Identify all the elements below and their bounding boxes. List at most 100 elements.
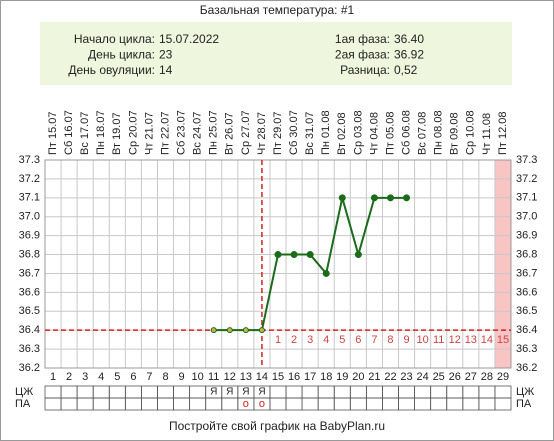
y-tick-label-right: 37.0 <box>516 211 537 223</box>
x-tick-label: 21 <box>368 371 380 383</box>
y-tick-label: 36.5 <box>19 305 40 317</box>
x-tick-label: 28 <box>481 371 493 383</box>
date-label: Вт 09.08 <box>449 112 461 155</box>
y-tick-label: 36.2 <box>19 362 40 374</box>
table-label-right: ЦЖ <box>516 386 534 398</box>
date-label: Ср 27.07 <box>240 110 252 155</box>
x-tick-label: 22 <box>384 371 396 383</box>
info-label: 1ая фаза: <box>335 32 390 46</box>
plot-border <box>44 159 512 369</box>
table-label: ПА <box>15 398 31 410</box>
date-label: Пн 01.08 <box>320 110 332 155</box>
point <box>290 251 298 259</box>
x-tick-label: 23 <box>400 371 412 383</box>
phase2-day: 7 <box>371 334 377 346</box>
highlight-band <box>494 160 511 368</box>
y-tick-label-right: 36.8 <box>516 248 537 260</box>
date-label: Сб 16.07 <box>63 110 75 155</box>
info-value: 14 <box>159 63 173 77</box>
table-mark: Я <box>226 387 233 398</box>
date-label: Пт 22.07 <box>159 111 171 155</box>
x-tick-label: 4 <box>98 371 104 383</box>
phase2-day: 10 <box>416 334 428 346</box>
date-label: Вс 31.07 <box>304 112 316 155</box>
date-label: Ср 03.08 <box>352 110 364 155</box>
x-tick-label: 7 <box>146 371 152 383</box>
table-mark: Я <box>210 387 217 398</box>
y-tick-label-right: 36.9 <box>516 230 537 242</box>
x-tick-label: 24 <box>416 371 428 383</box>
date-label: Пн 08.08 <box>433 110 445 155</box>
y-tick-label-right: 37.2 <box>516 173 537 185</box>
date-label: Сб 23.07 <box>175 110 187 155</box>
y-tick-label: 37.1 <box>19 192 40 204</box>
info-value: 36.40 <box>394 32 424 46</box>
x-tick-label: 10 <box>192 371 204 383</box>
point <box>370 194 378 202</box>
table-mark: Я <box>242 387 249 398</box>
date-label: Чт 21.07 <box>143 112 155 155</box>
table-cell <box>494 397 512 411</box>
info-label: Разница: <box>340 63 390 77</box>
y-tick-label: 36.9 <box>19 230 40 242</box>
y-tick-label: 36.4 <box>19 324 40 336</box>
date-label: Вс 07.08 <box>417 112 429 155</box>
x-tick-label: 20 <box>352 371 364 383</box>
info-label: 2ая фаза: <box>335 48 390 62</box>
x-tick-label: 3 <box>82 371 88 383</box>
point <box>226 327 233 334</box>
y-tick-label: 36.6 <box>19 286 40 298</box>
date-label: Вс 24.07 <box>192 112 204 155</box>
chart-title: Базальная температура: #1 <box>200 3 355 17</box>
y-tick-label-right: 37.1 <box>516 192 537 204</box>
x-tick-label: 25 <box>433 371 445 383</box>
phase2-day: 9 <box>403 334 409 346</box>
footer: Постройте свой график на BabyPlan.ru <box>169 419 385 433</box>
y-tick-label: 36.3 <box>19 343 40 355</box>
date-label: Пт 05.08 <box>384 111 396 155</box>
phase2-day: 4 <box>323 334 329 346</box>
table-mark: о <box>243 398 249 410</box>
x-tick-label: 2 <box>66 371 72 383</box>
phase2-day: 5 <box>339 334 345 346</box>
point <box>386 194 394 202</box>
y-tick-label: 37.0 <box>19 211 40 223</box>
date-label: Вт 02.08 <box>336 112 348 155</box>
point <box>338 194 346 202</box>
phase2-day: 14 <box>481 334 493 346</box>
date-label: Пт 29.07 <box>272 111 284 155</box>
phase2-day: 8 <box>387 334 393 346</box>
y-tick-label: 36.8 <box>19 248 40 260</box>
info-label: Начало цикла: <box>74 32 155 46</box>
y-tick-label-right: 36.4 <box>516 324 537 336</box>
date-label: Вс 17.07 <box>79 112 91 155</box>
date-label: Пн 18.07 <box>95 110 107 155</box>
date-label: Пн 25.07 <box>208 110 220 155</box>
date-label: Вт 26.07 <box>224 112 236 155</box>
phase2-day: 2 <box>291 334 297 346</box>
table-label: ЦЖ <box>15 386 33 398</box>
phase2-day: 11 <box>433 334 444 346</box>
table-label-right: ПА <box>516 398 532 410</box>
y-tick-label: 37.2 <box>19 173 40 185</box>
x-tick-label: 26 <box>449 371 461 383</box>
info-value: 0,52 <box>394 63 418 77</box>
date-label: Пт 15.07 <box>47 111 59 155</box>
x-tick-label: 14 <box>256 371 268 383</box>
x-tick-label: 13 <box>240 371 252 383</box>
date-label: Ср 20.07 <box>127 110 139 155</box>
y-tick-label-right: 36.7 <box>516 267 537 279</box>
info-value: 23 <box>159 48 173 62</box>
x-tick-label: 9 <box>179 371 185 383</box>
x-tick-label: 12 <box>224 371 236 383</box>
x-tick-label: 16 <box>288 371 300 383</box>
x-tick-label: 8 <box>162 371 168 383</box>
date-label: Чт 04.08 <box>368 112 380 155</box>
y-tick-label: 37.3 <box>19 154 40 166</box>
x-tick-label: 15 <box>272 371 284 383</box>
info-value: 36.92 <box>394 48 424 62</box>
table-mark: Я <box>258 387 265 398</box>
point <box>306 251 314 259</box>
x-tick-label: 17 <box>304 371 316 383</box>
